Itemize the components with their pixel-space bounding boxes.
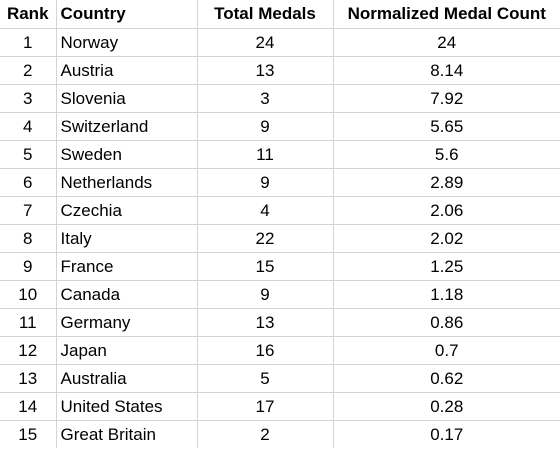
country-cell[interactable]: Norway	[56, 28, 198, 57]
table-row: 6 Netherlands 9 2.89	[0, 168, 560, 197]
header-rank[interactable]: Rank	[0, 0, 57, 29]
normalized-medal-count-cell[interactable]: 7.92	[333, 84, 560, 113]
normalized-medal-count-cell[interactable]: 1.25	[333, 252, 560, 281]
normalized-medal-count-cell[interactable]: 2.02	[333, 224, 560, 253]
total-medals-cell[interactable]: 9	[197, 112, 334, 141]
country-cell[interactable]: Great Britain	[56, 420, 198, 448]
rank-cell[interactable]: 3	[0, 84, 57, 113]
total-medals-cell[interactable]: 3	[197, 84, 334, 113]
total-medals-cell[interactable]: 4	[197, 196, 334, 225]
header-country[interactable]: Country	[56, 0, 198, 29]
country-cell[interactable]: France	[56, 252, 198, 281]
table-row: 14 United States 17 0.28	[0, 392, 560, 421]
rank-cell[interactable]: 10	[0, 280, 57, 309]
table-row: 11 Germany 13 0.86	[0, 308, 560, 337]
table-row: 8 Italy 22 2.02	[0, 224, 560, 253]
country-cell[interactable]: Australia	[56, 364, 198, 393]
rank-cell[interactable]: 13	[0, 364, 57, 393]
total-medals-cell[interactable]: 24	[197, 28, 334, 57]
country-cell[interactable]: Austria	[56, 56, 198, 85]
normalized-medal-count-cell[interactable]: 0.17	[430, 425, 464, 444]
table-row: 4 Switzerland 9 5.65	[0, 112, 560, 141]
normalized-medal-count-cell[interactable]: 0.62	[333, 364, 560, 393]
table-row: 15 Great Britain 2 0.17	[0, 420, 560, 448]
table-body: 1 Norway 24 24 2 Austria 13 8.14 3 Slovenia 3 7.92 4…	[0, 28, 560, 448]
normalized-medal-count-cell[interactable]: 1.18	[333, 280, 560, 309]
rank-cell[interactable]: 8	[0, 224, 57, 253]
country-cell[interactable]: Japan	[56, 336, 198, 365]
table-row: 9 France 15 1.25	[0, 252, 560, 281]
normalized-medal-count-cell[interactable]: 2.89	[333, 168, 560, 197]
country-cell[interactable]: Netherlands	[56, 168, 198, 197]
rank-cell[interactable]: 5	[0, 140, 57, 169]
total-medals-cell[interactable]: 15	[197, 252, 334, 281]
total-medals-cell[interactable]: 13	[197, 308, 334, 337]
country-cell[interactable]: Germany	[56, 308, 198, 337]
total-medals-cell[interactable]: 9	[197, 168, 334, 197]
rank-cell[interactable]: 12	[0, 336, 57, 365]
header-total-medals[interactable]: Total Medals	[197, 0, 334, 29]
normalized-medal-count-cell[interactable]: 0.7	[333, 336, 560, 365]
total-medals-cell[interactable]: 16	[197, 336, 334, 365]
total-medals-cell[interactable]: 5	[197, 364, 334, 393]
rank-cell[interactable]: 14	[0, 392, 57, 421]
header-row: Rank Country Total Medals Normalized Med…	[0, 0, 560, 29]
normalized-medal-count-cell[interactable]: 8.14	[333, 56, 560, 85]
rank-cell[interactable]: 4	[0, 112, 57, 141]
country-cell[interactable]: Switzerland	[56, 112, 198, 141]
total-medals-cell[interactable]: 2	[197, 420, 334, 448]
rank-cell[interactable]: 7	[0, 196, 57, 225]
rank-cell[interactable]: 1	[0, 28, 57, 57]
header-normalized-medal-count[interactable]: Normalized Medal Count	[333, 0, 560, 29]
table-row: 2 Austria 13 8.14	[0, 56, 560, 85]
rank-cell[interactable]: 9	[0, 252, 57, 281]
table-row: 12 Japan 16 0.7	[0, 336, 560, 365]
table-row: 1 Norway 24 24	[0, 28, 560, 57]
table-row: 3 Slovenia 3 7.92	[0, 84, 560, 113]
table-row: 10 Canada 9 1.18	[0, 280, 560, 309]
total-medals-cell[interactable]: 13	[197, 56, 334, 85]
table-row: 5 Sweden 11 5.6	[0, 140, 560, 169]
table-row: 13 Australia 5 0.62	[0, 364, 560, 393]
country-cell[interactable]: Canada	[56, 280, 198, 309]
rank-cell[interactable]: 15	[0, 420, 57, 448]
normalized-medal-count-cell[interactable]: 5.65	[333, 112, 560, 141]
rank-cell[interactable]: 6	[0, 168, 57, 197]
total-medals-cell[interactable]: 17	[197, 392, 334, 421]
normalized-medal-count-cell[interactable]: 0.28	[333, 392, 560, 421]
country-cell[interactable]: Sweden	[56, 140, 198, 169]
total-medals-cell[interactable]: 11	[197, 140, 334, 169]
rank-cell[interactable]: 2	[0, 56, 57, 85]
country-cell[interactable]: Italy	[56, 224, 198, 253]
table-row: 7 Czechia 4 2.06	[0, 196, 560, 225]
normalized-medal-count-cell[interactable]: 5.6	[333, 140, 560, 169]
total-medals-cell[interactable]: 9	[197, 280, 334, 309]
total-medals-cell[interactable]: 22	[197, 224, 334, 253]
normalized-medal-count-cell[interactable]: 0.86	[333, 308, 560, 337]
country-cell[interactable]: Slovenia	[56, 84, 198, 113]
normalized-medal-count-cell[interactable]: 2.06	[333, 196, 560, 225]
country-cell[interactable]: Czechia	[56, 196, 198, 225]
country-cell[interactable]: United States	[56, 392, 198, 421]
normalized-medal-count-cell[interactable]: 24	[333, 28, 560, 57]
rank-cell[interactable]: 11	[0, 308, 57, 337]
